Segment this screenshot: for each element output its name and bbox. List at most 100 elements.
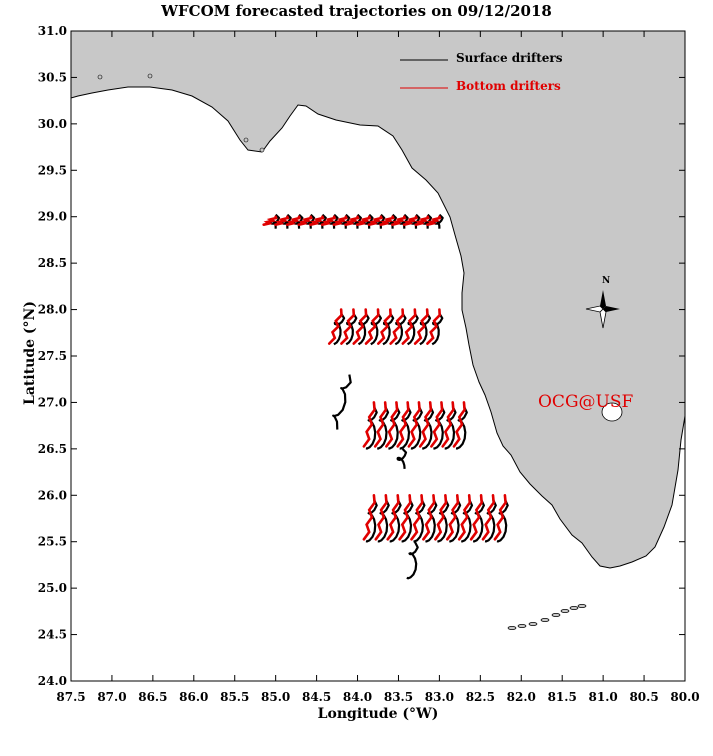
x-tick-label: 82.5 [466,690,495,704]
coastal-islet [97,74,103,80]
y-tick-label: 28.0 [38,303,67,317]
bottom-drifter-track [385,401,399,448]
bottom-drifter-track [332,215,348,226]
bottom-drifter-track [410,493,424,541]
y-tick-label: 27.5 [38,349,67,363]
y-axis-ticks: 24.0 24.5 25.0 25.5 26.0 26.5 27.0 27.5 28.0 28.5… [38,24,685,688]
y-tick-label: 27.0 [38,395,67,409]
florida-key [528,622,538,626]
bottom-drifter-track [401,308,417,345]
y-tick-label: 29.0 [38,210,67,224]
x-tick-label: 86.5 [138,690,167,704]
bottom-drifter-track [379,215,395,226]
bottom-drifter-track [493,493,507,541]
bottom-drifter-track [362,401,376,448]
watermark: OCG@USF [538,392,634,412]
x-tick-label: 80.0 [670,690,699,704]
bottom-drifter-track [274,215,290,226]
y-tick-label: 30.0 [38,117,67,131]
bottom-drifter-track [352,308,368,345]
x-tick-label: 85.0 [261,690,290,704]
bottom-drifter-track [285,215,301,226]
land-layer [70,30,686,630]
y-tick-label: 24.5 [38,628,67,642]
bottom-drifter-track [377,308,392,345]
florida-land [70,30,686,569]
bottom-drifter-track [355,215,372,226]
florida-key [551,613,561,617]
bottom-drifter-track [389,308,405,345]
coastal-islet [147,73,153,79]
coastal-islet [243,137,249,143]
bottom-drifter-track [344,215,360,226]
bottom-drifter-track [386,493,400,541]
bottom-drifter-track [362,493,376,541]
bottom-drifter-track [297,215,313,226]
florida-key [560,609,570,613]
bottom-drifter-track [364,308,380,345]
x-tick-label: 83.5 [384,690,413,704]
y-tick-label: 25.5 [38,535,67,549]
bottom-drifter-track [414,215,430,226]
florida-key [577,604,587,608]
surface-drifter-track [396,448,408,469]
bottom-drifter-track [340,308,356,345]
y-axis-label: Latitude (°N) [22,301,38,405]
compass-rose-icon [585,290,620,329]
x-tick-label: 82.0 [507,690,536,704]
bottom-drifter-track [418,401,433,448]
bottom-drifter-track [434,493,448,541]
bottom-drifter-track [320,215,337,226]
x-tick-label: 87.5 [56,690,85,704]
bottom-drifter-track [426,308,442,345]
x-tick-label: 87.0 [97,690,126,704]
bottom-drifter-track [391,215,407,226]
bottom-drifter-track [430,401,444,448]
y-tick-label: 28.5 [38,256,67,270]
florida-key [517,624,527,628]
surface-drifter-track [406,541,419,580]
y-tick-label: 24.0 [38,674,67,688]
bottom-drifter-track [367,215,383,226]
bottom-drifter-track [441,401,455,448]
florida-key [540,618,550,622]
x-tick-label: 80.5 [629,690,658,704]
bottom-drifter-track [413,308,429,345]
bottom-drifter-track [481,493,496,541]
x-axis-ticks: 87.5 87.0 86.5 86.0 85.5 85.0 84.5 84.0 83.5 83.0… [56,31,700,704]
legend-bottom-label: Bottom drifters [456,79,561,93]
lake-okeechobee [601,402,623,422]
bottom-drifter-track [446,493,460,541]
x-tick-label: 81.0 [589,690,618,704]
y-tick-label: 26.0 [38,488,67,502]
bottom-drifter-track [396,401,410,448]
trajectory-layer [262,213,509,580]
surface-drifter-track [332,374,352,430]
y-tick-label: 31.0 [38,24,67,38]
x-tick-label: 84.0 [343,690,372,704]
bottom-drifter-track [452,401,466,448]
y-tick-label: 26.5 [38,442,67,456]
x-tick-label: 86.0 [179,690,208,704]
compass-north-label: N [602,276,611,286]
coastal-islet [259,147,265,153]
bottom-drifter-track [402,215,418,226]
y-tick-label: 29.5 [38,163,67,177]
bottom-drifter-track [327,308,343,345]
y-tick-label: 25.0 [38,581,67,595]
bottom-drifter-track [398,493,412,541]
bottom-drifter-track [373,401,388,448]
bottom-drifter-track [426,215,442,226]
legend-surface-label: Surface drifters [456,51,563,65]
x-axis-label: Longitude (°W) [317,706,439,722]
bottom-drifter-track [262,215,278,226]
bottom-drifter-track [374,493,388,541]
x-tick-label: 81.5 [548,690,577,704]
bottom-drifter-track [469,493,484,541]
bottom-drifter-track [422,493,436,541]
y-tick-label: 30.5 [38,70,67,84]
bottom-drifter-track [457,493,472,541]
map-title: WFCOM forecasted trajectories on 09/12/2… [161,2,552,20]
